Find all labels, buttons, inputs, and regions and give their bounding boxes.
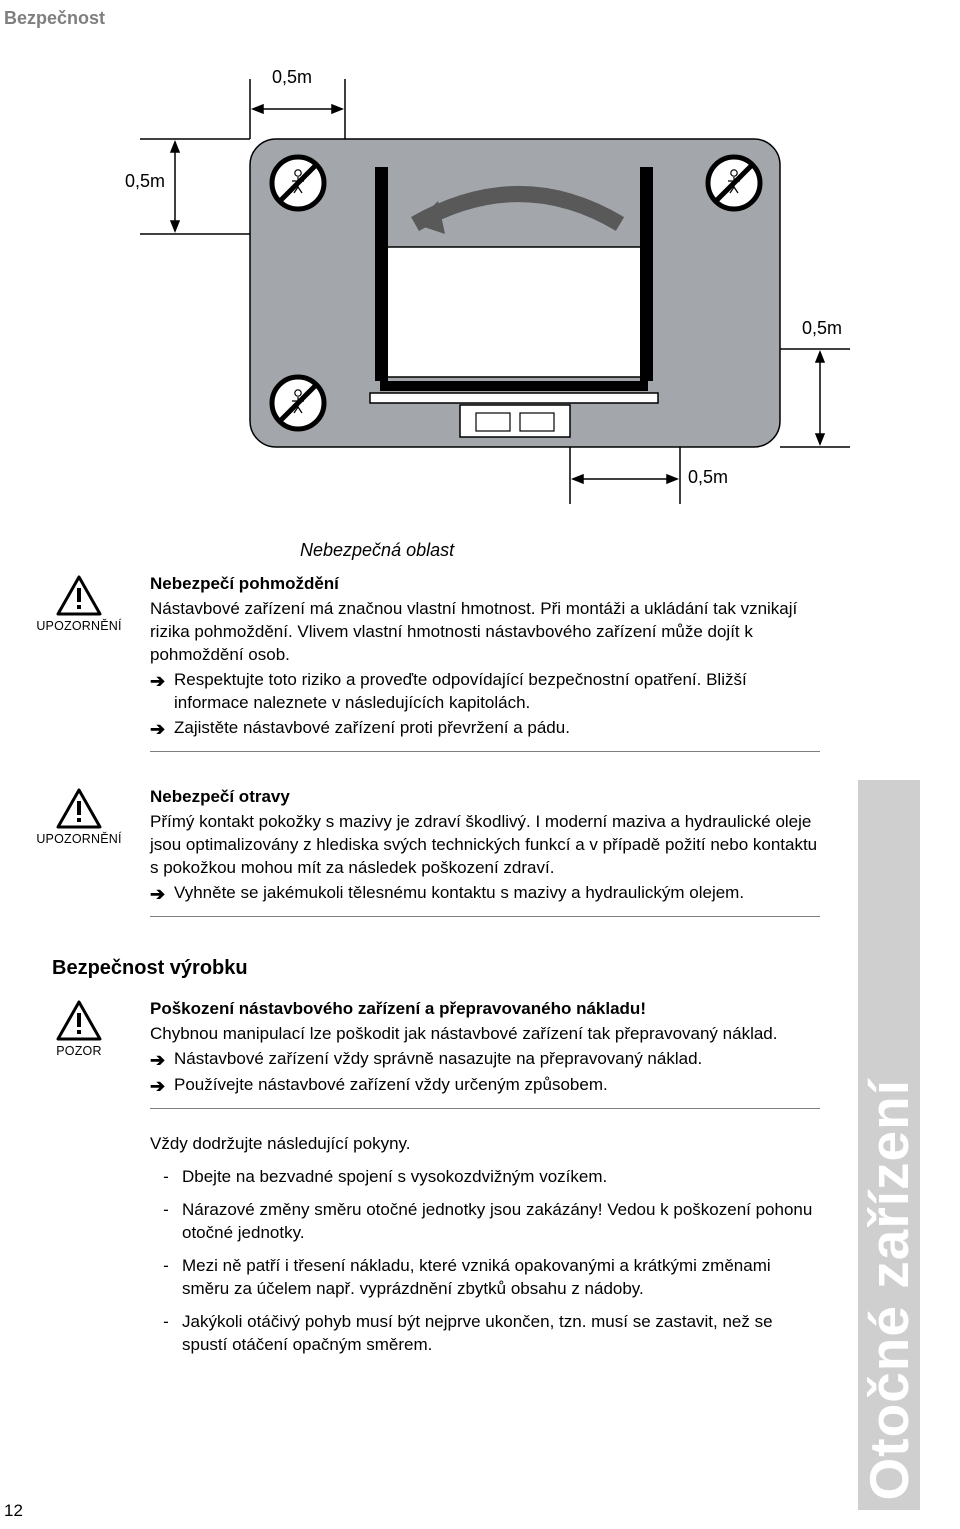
warn-title: Nebezpečí otravy [150,786,820,809]
caution-label: POZOR [8,1044,150,1058]
follow-instructions-text: Vždy dodržujte následující pokyny. [150,1133,820,1156]
instruction-text: Nárazové změny směru otočné jednotky jso… [182,1199,820,1245]
arrow-bullet-icon: ➔ [150,669,174,715]
instruction-list: - Dbejte na bezvadné spojení s vysokozdv… [150,1166,820,1357]
divider [150,916,820,917]
danger-zone-diagram: 0,5m 0,5m 0,5m 0,5m [20,59,890,534]
dash-bullet: - [150,1166,182,1189]
instruction-text: Mezi ně patří i třesení nákladu, které v… [182,1255,820,1301]
warning-triangle-icon [55,788,103,830]
dim-top-label: 0,5m [272,67,312,88]
caution-block-damage: POZOR Poškození nástavbového zařízení a … [0,998,960,1098]
arrow-text: Zajistěte nástavbové zařízení proti přev… [174,717,820,741]
dim-bottom-label: 0,5m [688,467,728,488]
dash-bullet: - [150,1199,182,1245]
warning-block-crush: UPOZORNĚNÍ Nebezpečí pohmoždění Nástavbo… [0,573,960,741]
warning-triangle-icon [55,1000,103,1042]
arrow-text: Nástavbové zařízení vždy správně nasazuj… [174,1048,820,1072]
diagram-caption: Nebezpečná oblast [300,540,960,561]
dash-bullet: - [150,1255,182,1301]
warning-block-poison: UPOZORNĚNÍ Nebezpečí otravy Přímý kontak… [0,786,960,906]
arrow-text: Respektujte toto riziko a proveďte odpov… [174,669,820,715]
arrow-bullet-icon: ➔ [150,1074,174,1098]
instruction-text: Jakýkoli otáčivý pohyb musí být nejprve … [182,1311,820,1357]
section-title: Bezpečnost výrobku [52,957,960,980]
divider [150,1108,820,1109]
side-tab: Otočné zařízení [858,780,920,1510]
page-number: 12 [4,1501,23,1521]
warn-title: Nebezpečí pohmoždění [150,573,820,596]
arrow-bullet-icon: ➔ [150,882,174,906]
warn-text: Chybnou manipulací lze poškodit jak nást… [150,1024,777,1043]
side-tab-label: Otočné zařízení [858,1079,920,1500]
warn-text: Přímý kontakt pokožky s mazivy je zdraví… [150,812,817,877]
arrow-bullet-icon: ➔ [150,1048,174,1072]
divider [150,751,820,752]
warning-label: UPOZORNĚNÍ [8,619,150,633]
arrow-text: Používejte nástavbové zařízení vždy urče… [174,1074,820,1098]
arrow-bullet-icon: ➔ [150,717,174,741]
warn-title: Poškození nástavbového zařízení a přepra… [150,998,820,1021]
warning-triangle-icon [55,575,103,617]
page-header: Bezpečnost [0,8,960,29]
arrow-text: Vyhněte se jakémukoli tělesnému kontaktu… [174,882,820,906]
warning-label: UPOZORNĚNÍ [8,832,150,846]
dim-right-label: 0,5m [802,318,842,339]
instruction-text: Dbejte na bezvadné spojení s vysokozdviž… [182,1166,607,1189]
dim-left-label: 0,5m [125,171,165,192]
dash-bullet: - [150,1311,182,1357]
